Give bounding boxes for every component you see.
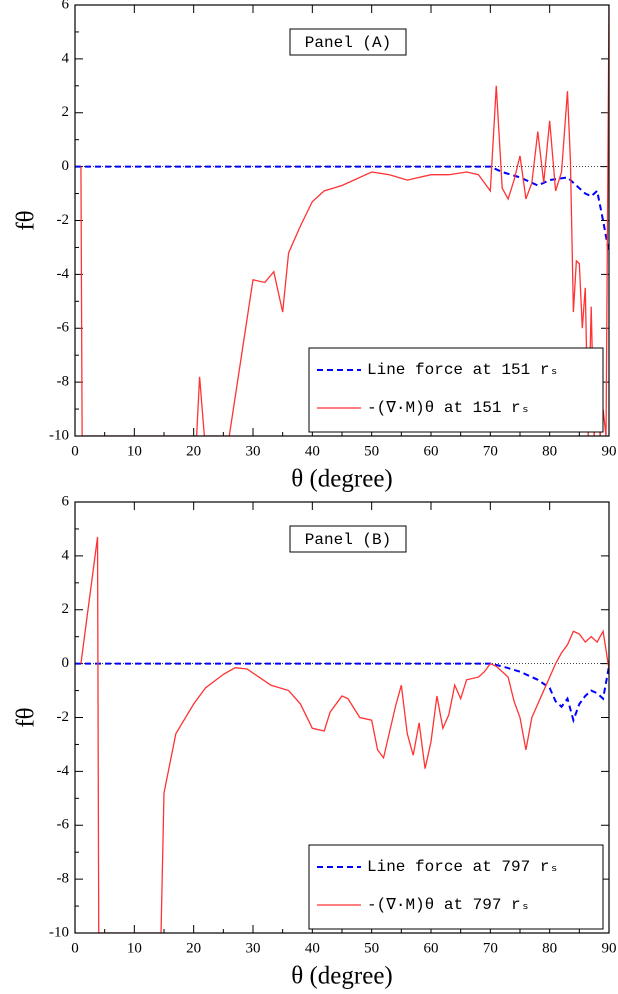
x-tick-label: 30 (246, 443, 261, 459)
series-line (80, 5, 609, 436)
x-tick-label: 40 (305, 443, 320, 459)
series-line (75, 165, 609, 254)
y-tick-label: -8 (57, 374, 70, 390)
x-tick-label: 20 (186, 940, 201, 956)
x-tick-label: 50 (364, 443, 379, 459)
legend-label: -(∇·M)θ at 151 rₛ (367, 399, 530, 417)
x-tick-label: 90 (602, 940, 617, 956)
x-axis-label: θ (degree) (291, 963, 393, 990)
x-tick-label: 10 (127, 940, 142, 956)
x-tick-label: 40 (305, 940, 320, 956)
series-line (80, 536, 609, 933)
legend-box (308, 347, 604, 433)
x-tick-label: 20 (186, 443, 201, 459)
y-tick-label: -8 (57, 871, 70, 887)
x-tick-label: 60 (424, 443, 439, 459)
plot-frame (74, 501, 610, 934)
x-tick-label: 60 (424, 940, 439, 956)
x-tick-label: 0 (71, 940, 79, 956)
y-tick-label: 4 (62, 50, 70, 66)
annotation-box (289, 525, 407, 553)
annotation-box (289, 28, 407, 56)
plot-frame (74, 4, 610, 437)
y-tick-label: 2 (62, 104, 70, 120)
x-tick-label: 0 (71, 443, 79, 459)
y-axis-label: fθ (13, 707, 40, 727)
x-axis-label: θ (degree) (291, 466, 393, 493)
legend-label: Line force at 797 rₛ (367, 858, 559, 876)
x-tick-label: 10 (127, 443, 142, 459)
y-tick-label: 0 (62, 655, 70, 671)
y-tick-label: -2 (57, 212, 70, 228)
annotation: Panel (B) (305, 531, 391, 549)
y-tick-label: 2 (62, 601, 70, 617)
y-tick-label: -10 (49, 427, 69, 443)
x-tick-label: 80 (542, 940, 557, 956)
y-tick-label: -10 (49, 924, 69, 940)
y-tick-label: 0 (62, 158, 70, 174)
x-tick-label: 80 (542, 443, 557, 459)
y-tick-label: -2 (57, 709, 70, 725)
x-tick-label: 90 (602, 443, 617, 459)
annotation: Panel (A) (305, 34, 391, 52)
y-tick-label: 6 (62, 0, 70, 12)
x-tick-label: 70 (483, 443, 498, 459)
legend-label: -(∇·M)θ at 797 rₛ (367, 896, 530, 914)
y-axis-label: fθ (13, 210, 40, 230)
y-tick-label: -6 (57, 320, 70, 336)
x-tick-label: 50 (364, 940, 379, 956)
y-tick-label: -4 (57, 763, 70, 779)
legend-label: Line force at 151 rₛ (367, 361, 559, 379)
y-tick-label: 4 (62, 547, 70, 563)
x-tick-label: 70 (483, 940, 498, 956)
series-line (75, 662, 609, 724)
y-tick-label: 6 (62, 493, 70, 509)
y-tick-label: -6 (57, 817, 70, 833)
x-tick-label: 30 (246, 940, 261, 956)
y-tick-label: -4 (57, 266, 70, 282)
legend-box (308, 844, 604, 930)
